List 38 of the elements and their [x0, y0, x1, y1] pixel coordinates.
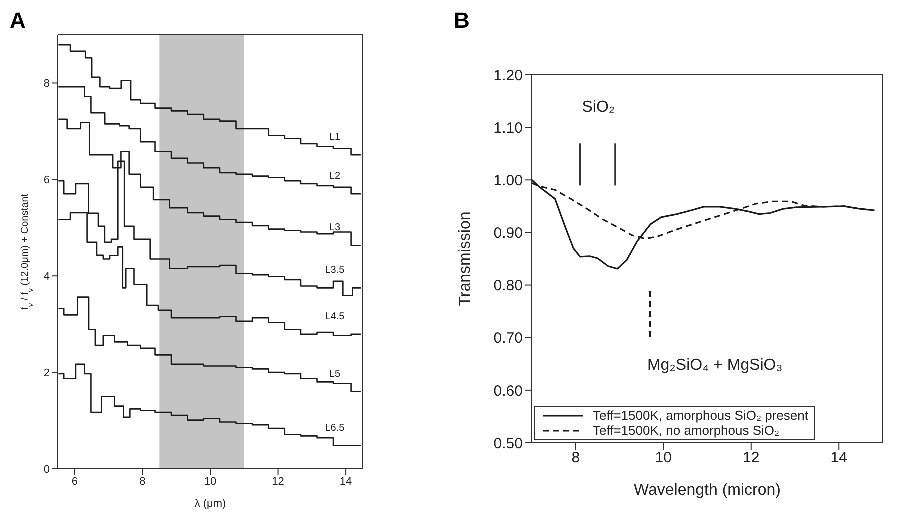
x-tick-label: 8: [140, 476, 146, 488]
chart-title: B: [454, 8, 470, 34]
y-tick-label: 0.90: [494, 225, 523, 242]
series-label: L3: [329, 222, 341, 234]
series-label: L4.5: [325, 311, 346, 322]
legend-label: Teff=1500K, amorphous SiO₂ present: [593, 408, 808, 423]
y-tick-label: 0: [44, 464, 50, 476]
x-tick-label: 14: [830, 450, 848, 467]
x-axis-title: Wavelength (micron): [634, 482, 782, 499]
y-tick-label: 1.20: [494, 67, 523, 84]
series-label: L6.5: [325, 422, 346, 434]
x-tick-label: 12: [743, 450, 760, 467]
annotation: Mg₂SiO₄ + MgSiO₃: [647, 357, 783, 374]
y-tick-label: 4: [44, 271, 50, 284]
x-tick-label: 14: [340, 476, 352, 488]
y-tick-label: 0.80: [494, 278, 523, 295]
y-tick-label: 0.70: [494, 330, 523, 348]
x-tick-label: 10: [204, 476, 217, 488]
y-tick-label: 0.60: [494, 382, 523, 400]
legend-label: Teff=1500K, no amorphous SiO₂: [593, 423, 780, 438]
y-tick-label: 1.10: [494, 120, 523, 137]
annotation: SiO₂: [582, 98, 616, 116]
y-tick-label: 6: [44, 174, 50, 187]
y-axis-title: Transmission: [457, 212, 474, 306]
y-tick-label: 8: [44, 78, 50, 90]
series-label: L3.5: [325, 265, 346, 276]
x-tick-label: 6: [72, 476, 78, 488]
x-tick-label: 8: [572, 450, 580, 467]
x-tick-label: 10: [655, 450, 672, 467]
x-tick-label: 12: [272, 476, 284, 488]
y-tick-label: 2: [44, 367, 50, 380]
series-label: L1: [329, 132, 341, 144]
series-label: L5: [329, 368, 341, 380]
y-tick-label: 1.00: [494, 172, 523, 190]
x-axis-title: λ (μm): [194, 498, 226, 510]
y-tick-label: 0.50: [494, 435, 523, 452]
chart-title: A: [10, 8, 26, 34]
series-label: L2: [329, 171, 341, 182]
